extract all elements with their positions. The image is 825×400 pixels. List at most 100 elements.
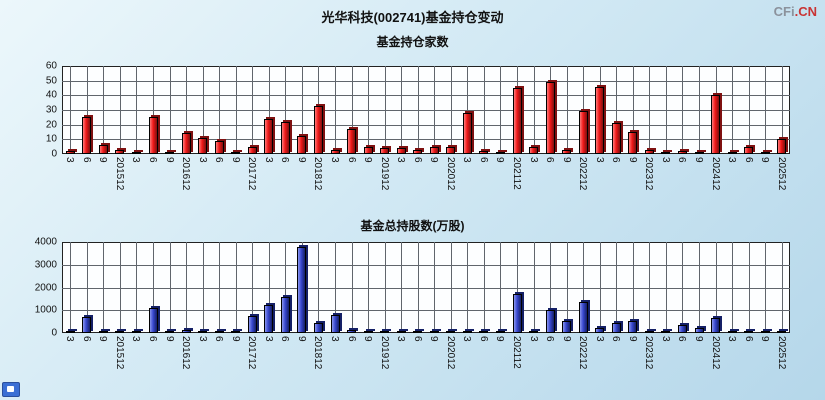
x-tick-label: 9 (428, 336, 440, 342)
x-tick-label: 3 (461, 336, 473, 342)
x-tick-label: 9 (693, 157, 704, 163)
cfi-logo-red: .CN (794, 4, 817, 19)
gridline-vertical (467, 242, 469, 333)
x-tick-label: 9 (560, 157, 572, 163)
x-tick-label: 202412 (709, 336, 721, 370)
x-tick-label: 9 (693, 336, 704, 342)
bar (677, 325, 687, 333)
x-tick-label: 9 (163, 336, 175, 342)
x-tick-label: 9 (97, 336, 109, 342)
gridline-vertical (136, 66, 138, 154)
x-tick-label: 202312 (643, 336, 655, 370)
gridline-vertical (682, 242, 684, 333)
gridline-vertical (86, 242, 88, 333)
y-tick-label: 0 (51, 327, 57, 339)
bar (429, 146, 439, 154)
x-tick-label: 202512 (775, 336, 787, 370)
x-tick-label: 3 (64, 157, 76, 163)
x-tick-label: 3 (64, 336, 76, 342)
x-tick-label: 202412 (709, 157, 721, 191)
x-tick-label: 6 (213, 336, 225, 342)
gridline-vertical (384, 242, 386, 333)
gridline-vertical (566, 242, 568, 333)
gridline-vertical (483, 242, 485, 333)
bar (562, 320, 572, 333)
cfi-logo: CFi.CN (774, 4, 817, 19)
bar (198, 331, 208, 333)
bar (711, 95, 721, 154)
bar (65, 151, 75, 154)
bar (462, 331, 472, 333)
x-tick-label: 6 (147, 336, 158, 342)
x-tick-label: 6 (279, 157, 291, 163)
gridline-vertical (765, 242, 767, 333)
x-tick-label: 9 (560, 336, 572, 342)
gridline-vertical (301, 66, 303, 154)
bar (330, 149, 340, 154)
bar (347, 129, 357, 154)
x-tick-label: 6 (544, 157, 556, 163)
y-tick-label: 30 (45, 104, 57, 116)
x-tick-label: 202212 (577, 336, 589, 370)
gridline-vertical (715, 242, 717, 333)
x-tick-label: 9 (229, 157, 241, 163)
x-tick-label: 6 (279, 336, 291, 342)
gridline-vertical (434, 242, 436, 333)
gridline-vertical (351, 66, 353, 154)
bar (661, 331, 671, 333)
gridline-vertical (285, 66, 287, 154)
x-tick-label: 6 (345, 157, 357, 163)
gridline-vertical (649, 66, 651, 154)
gridline-horizontal (62, 264, 790, 266)
gridline-horizontal (62, 80, 790, 82)
bar (578, 111, 588, 154)
bar (711, 318, 721, 333)
x-tick-label: 6 (80, 157, 92, 163)
bar (611, 123, 621, 154)
gridline-vertical (732, 66, 734, 154)
bar (694, 152, 704, 154)
x-tick-label: 3 (659, 336, 671, 342)
gridline-vertical (599, 242, 601, 333)
x-tick-label: 201912 (378, 336, 390, 370)
x-tick-label: 9 (626, 336, 638, 342)
bar (297, 136, 307, 154)
y-tick-label: 3000 (34, 259, 57, 271)
bar (744, 331, 754, 333)
x-tick-label: 3 (262, 336, 274, 342)
gridline-vertical (649, 242, 651, 333)
gridline-vertical (765, 66, 767, 154)
gridline-horizontal (62, 287, 790, 289)
gridline-vertical (252, 66, 254, 154)
x-tick-label: 3 (461, 157, 473, 163)
bar (545, 82, 555, 154)
x-tick-label: 202212 (577, 157, 589, 191)
x-tick-label: 9 (362, 336, 374, 342)
gridline-horizontal (62, 110, 790, 111)
gridline-vertical (550, 242, 552, 333)
x-tick-label: 6 (411, 157, 423, 163)
bar (644, 330, 654, 333)
x-tick-label: 6 (80, 336, 92, 342)
x-tick-label: 3 (527, 336, 539, 342)
bar (363, 146, 373, 154)
x-tick-label: 201512 (113, 157, 125, 191)
bar (181, 329, 191, 333)
gridline-vertical (202, 242, 204, 333)
bar (446, 331, 456, 333)
bar (148, 117, 158, 154)
gridline-vertical (235, 242, 237, 333)
bar (446, 146, 456, 154)
bar (495, 331, 505, 333)
x-tick-label: 9 (759, 157, 771, 163)
gridline-vertical (318, 242, 320, 333)
x-tick-label: 3 (130, 336, 142, 342)
bar (777, 139, 787, 154)
bar (247, 146, 257, 154)
x-tick-label: 201712 (246, 336, 258, 370)
gridline-vertical (583, 242, 585, 333)
bar (545, 310, 555, 333)
gridline-vertical (285, 242, 287, 333)
bar (82, 117, 92, 154)
gridline-vertical (169, 66, 171, 154)
